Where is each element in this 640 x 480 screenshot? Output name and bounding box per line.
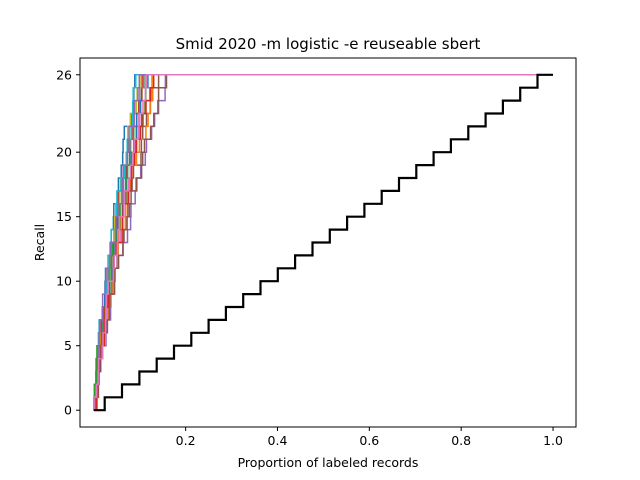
x-axis-label: Proportion of labeled records [238, 455, 419, 470]
x-tick-label: 1.0 [543, 433, 563, 448]
y-axis-ticks: 0 5 10 15 20 26 [56, 67, 80, 418]
y-tick-label: 15 [56, 209, 72, 224]
plot-lines [93, 73, 553, 412]
random-baseline-curve [93, 73, 553, 412]
chart-title: Smid 2020 -m logistic -e reuseable sbert [176, 35, 481, 53]
y-tick-label: 5 [64, 338, 72, 353]
y-axis-label: Recall [32, 224, 47, 261]
x-tick-label: 0.2 [176, 433, 196, 448]
recall-curve-17 [93, 74, 553, 411]
x-tick-label: 0.4 [268, 433, 288, 448]
y-tick-label: 26 [56, 67, 72, 82]
axes-frame [79, 57, 577, 428]
y-tick-label: 0 [64, 403, 72, 418]
x-tick-label: 0.6 [359, 433, 379, 448]
x-tick-label: 0.8 [451, 433, 471, 448]
y-tick-label: 20 [56, 145, 72, 160]
x-axis-ticks: 0.2 0.4 0.6 0.8 1.0 [176, 427, 563, 448]
y-tick-label: 10 [56, 274, 72, 289]
